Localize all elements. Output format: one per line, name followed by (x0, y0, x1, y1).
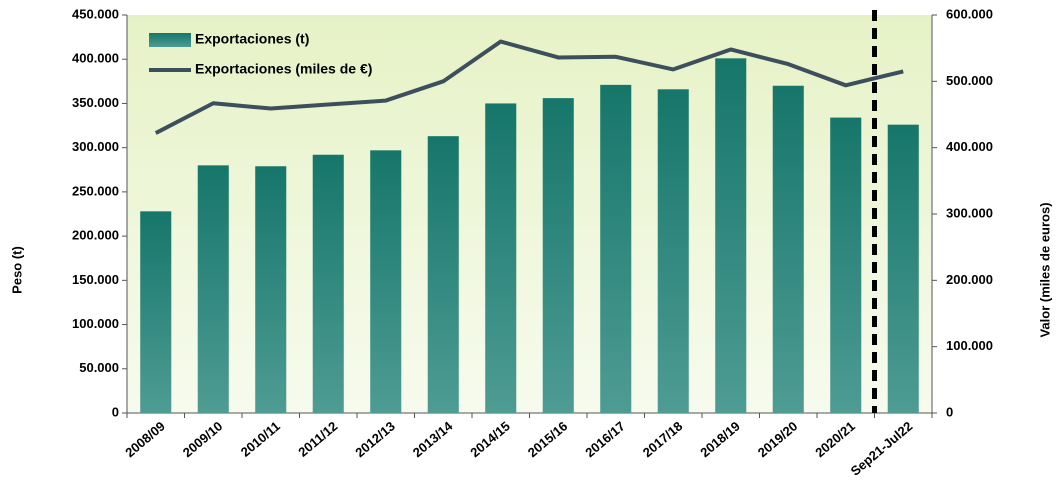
y-tick-label: 0 (112, 404, 119, 419)
bar (485, 103, 517, 413)
y-tick-label: 300.000 (72, 139, 119, 154)
bar (830, 117, 862, 414)
y2-axis-title: Valor (miles de euros) (1037, 202, 1052, 337)
x-tick-label: 2017/18 (640, 418, 686, 460)
x-tick-label: 2011/12 (295, 418, 340, 459)
bar (887, 124, 919, 413)
y-tick-label: 200.000 (72, 228, 119, 243)
x-tick-label: 2015/16 (525, 418, 571, 460)
y-tick-label: 50.000 (79, 360, 119, 375)
y-tick-label: 450.000 (72, 6, 119, 21)
x-tick-label: 2010/11 (238, 418, 283, 459)
bar (255, 166, 287, 413)
x-tick-label: 2020/21 (812, 418, 858, 460)
y-tick-label: 400.000 (72, 51, 119, 66)
bar (197, 165, 229, 413)
x-tick-label: 2014/15 (467, 418, 513, 460)
bar (600, 84, 632, 414)
y-tick-label: 100.000 (72, 316, 119, 331)
bar (312, 154, 344, 413)
y2-tick-label: 600.000 (946, 6, 993, 21)
x-tick-label: 2016/17 (582, 418, 628, 460)
x-tick-label: 2008/09 (122, 418, 168, 460)
bar (715, 58, 747, 414)
x-tick-label: 2013/14 (410, 418, 456, 460)
bar (542, 98, 574, 413)
legend-swatch (149, 33, 191, 47)
bar (427, 136, 459, 413)
x-tick-label: 2012/13 (352, 418, 398, 460)
x-tick-label: 2018/19 (697, 418, 743, 460)
bar (657, 89, 689, 413)
line (154, 39, 904, 135)
legend-label: Exportaciones (miles de €) (195, 61, 372, 77)
bar (772, 85, 804, 413)
bar (370, 150, 402, 413)
legend-label: Exportaciones (t) (195, 31, 309, 47)
y2-tick-label: 400.000 (946, 139, 993, 154)
y-tick-label: 150.000 (72, 272, 119, 287)
x-tick-label: Sep21-Jul22 (848, 418, 916, 478)
y-tick-label: 250.000 (72, 183, 119, 198)
y2-tick-label: 0 (946, 404, 953, 419)
y2-tick-label: 100.000 (946, 338, 993, 353)
y2-tick-label: 300.000 (946, 205, 993, 220)
y2-tick-label: 200.000 (946, 272, 993, 287)
bar (140, 211, 172, 413)
x-tick-label: 2009/10 (180, 418, 226, 460)
y-tick-label: 350.000 (72, 95, 119, 110)
y-axis-title: Peso (t) (9, 246, 24, 294)
y2-tick-label: 500.000 (946, 73, 993, 88)
x-tick-label: 2019/20 (755, 418, 801, 460)
